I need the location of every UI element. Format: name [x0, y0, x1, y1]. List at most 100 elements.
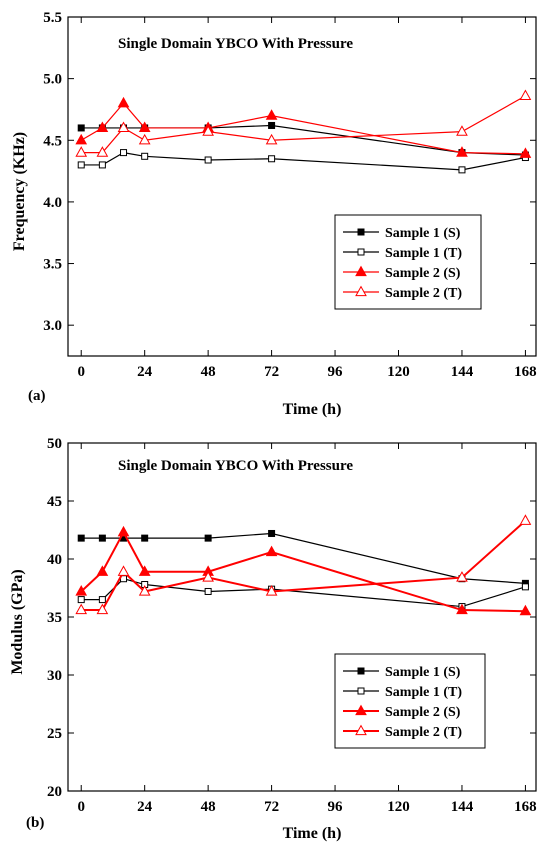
data-point [117, 525, 130, 537]
data-point [456, 125, 468, 136]
legend: Sample 1 (S) Sample 1 (T) Sample 2 (S) Samp… [334, 653, 486, 749]
data-point [138, 585, 151, 596]
data-point [77, 534, 85, 542]
legend-label: Sample 2 (T) [385, 286, 462, 301]
data-point [98, 596, 106, 604]
data-point [268, 155, 276, 163]
data-point [268, 121, 276, 129]
data-point [265, 133, 278, 145]
x-tick-label: 168 [514, 799, 537, 815]
x-tick-label: 144 [451, 799, 474, 815]
chart-title: Single Domain YBCO With Pressure [118, 458, 353, 474]
data-point [117, 565, 130, 576]
data-point [138, 565, 151, 576]
legend-marker [357, 228, 365, 236]
data-point [75, 146, 88, 157]
y-axis-title: Modulus (GPa) [9, 569, 26, 674]
data-point [265, 545, 278, 557]
data-point [96, 121, 109, 133]
data-point [75, 585, 88, 596]
y-tick-label: 5.5 [43, 10, 62, 26]
x-tick-label: 144 [451, 364, 474, 380]
data-point [141, 152, 149, 160]
data-point [202, 125, 214, 136]
legend-marker [355, 704, 367, 716]
legend-marker [357, 248, 365, 256]
legend: Sample 1 (S) Sample 1 (T) Sample 2 (S) Samp… [334, 214, 482, 310]
data-point [204, 587, 212, 595]
series-line [80, 530, 526, 613]
series-line [80, 102, 526, 155]
data-point [519, 514, 532, 525]
data-point [77, 161, 85, 169]
series-4 [75, 514, 532, 615]
x-tick-label: 24 [137, 799, 153, 815]
y-tick-label: 30 [47, 668, 62, 684]
data-point [96, 146, 109, 157]
y-tick-label: 40 [47, 552, 62, 568]
data-point [141, 534, 149, 542]
y-tick-label: 3.0 [43, 318, 62, 334]
legend-label: Sample 2 (S) [385, 266, 461, 281]
y-tick-label: 5.0 [43, 72, 62, 88]
data-point [138, 133, 151, 145]
legend-label: Sample 1 (S) [385, 226, 461, 241]
series-line [81, 151, 526, 171]
series-3 [75, 96, 532, 158]
data-point [98, 161, 106, 169]
x-tick-label: 96 [328, 364, 344, 380]
data-point [75, 133, 88, 145]
data-point [204, 156, 212, 164]
data-point [138, 121, 151, 133]
data-point [456, 146, 468, 157]
y-tick-label: 3.5 [43, 257, 62, 273]
data-point [202, 571, 214, 582]
y-tick-label: 50 [47, 436, 62, 452]
chart-panel-frequency: 0 24 48 72 96 120 144 168 3.0 3.5 4.0 4.5 5.0 5.5 Sing… [11, 10, 537, 418]
data-point [519, 89, 532, 100]
x-tick-label: 0 [77, 364, 85, 380]
chart-title: Single Domain YBCO With Pressure [118, 36, 353, 52]
x-tick-label: 120 [387, 799, 410, 815]
data-point [268, 529, 276, 537]
data-point [519, 604, 532, 616]
x-tick-label: 48 [201, 364, 216, 380]
data-point [77, 124, 85, 132]
chart-panel-modulus: 0 24 48 72 96 120 144 168 20 25 30 35 40 45 50 Single D… [9, 436, 537, 842]
series-3 [75, 525, 532, 616]
data-point [75, 603, 88, 615]
data-point [77, 596, 85, 604]
data-point [96, 565, 109, 576]
data-point [521, 583, 529, 591]
legend-label: Sample 2 (T) [385, 725, 462, 740]
data-point [98, 534, 106, 542]
legend-marker [355, 285, 367, 297]
series-line [81, 519, 527, 612]
x-tick-label: 72 [264, 364, 279, 380]
legend-marker [357, 667, 365, 675]
series-line [81, 95, 526, 154]
data-point [96, 603, 109, 615]
panel-label: (a) [28, 388, 46, 404]
data-point [265, 585, 278, 596]
data-point [117, 96, 130, 108]
series-2 [77, 575, 529, 611]
data-point [519, 147, 532, 158]
data-point [458, 166, 466, 174]
x-tick-label: 72 [264, 799, 279, 815]
x-tick-label: 96 [328, 799, 344, 815]
series-line [81, 532, 526, 584]
series-4 [75, 89, 532, 157]
x-tick-label: 24 [137, 364, 153, 380]
legend-marker [357, 687, 365, 695]
y-axis-title: Frequency (KHz) [11, 132, 28, 251]
legend-marker [355, 724, 367, 736]
x-tick-label: 48 [201, 799, 216, 815]
legend-label: Sample 2 (S) [385, 705, 461, 720]
data-point [120, 149, 128, 157]
plot-frame [67, 16, 537, 357]
legend-label: Sample 1 (T) [385, 685, 462, 700]
panel-label: (b) [26, 815, 44, 831]
x-tick-label: 168 [514, 364, 537, 380]
